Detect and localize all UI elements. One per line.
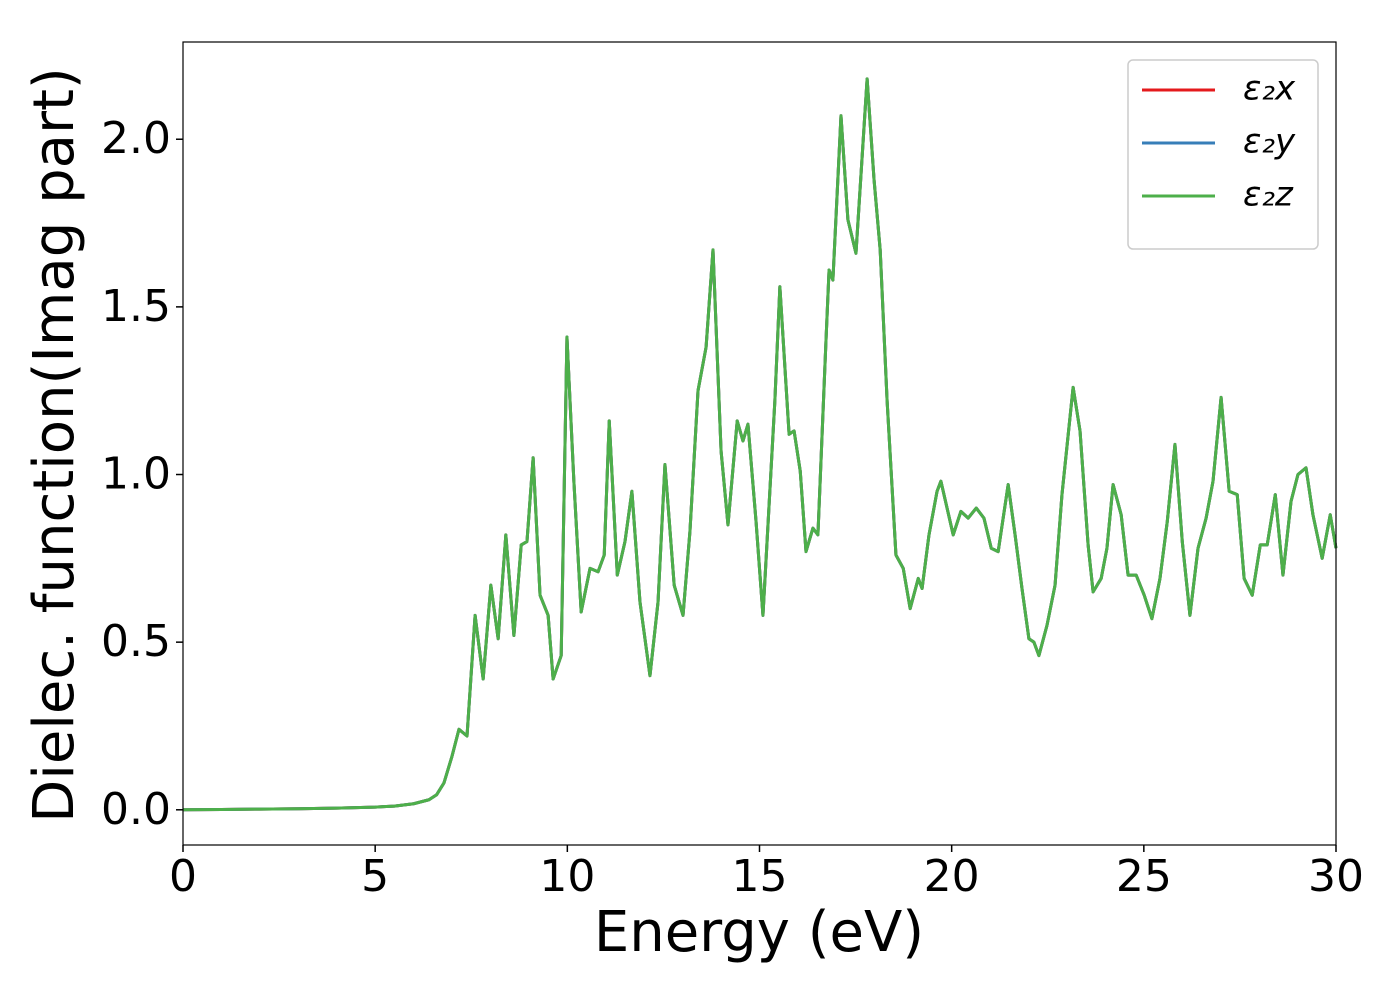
y-axis-label: Dielec. function(Imag part) [22,67,87,823]
y-tick-label: 1.5 [101,281,171,332]
x-tick-label: 25 [1116,851,1172,902]
y-tick-label: 0.5 [101,616,171,667]
legend-label: ε₂x [1243,69,1296,109]
x-tick-label: 0 [169,851,197,902]
x-tick-label: 20 [924,851,980,902]
x-axis-label: Energy (eV) [594,900,924,965]
y-tick-label: 1.0 [101,449,171,500]
plot-frame [182,41,1337,846]
y-tick-label: 0.0 [101,784,171,835]
legend-box [1127,59,1319,250]
x-tick-label: 15 [732,851,788,902]
x-tick-label: 5 [361,851,389,902]
y-tick-label: 2.0 [101,113,171,164]
legend-label: ε₂y [1243,122,1296,162]
legend-label: ε₂z [1243,175,1294,215]
series-line [182,77,1338,812]
x-tick-label: 10 [539,851,595,902]
x-tick-label: 30 [1308,851,1364,902]
